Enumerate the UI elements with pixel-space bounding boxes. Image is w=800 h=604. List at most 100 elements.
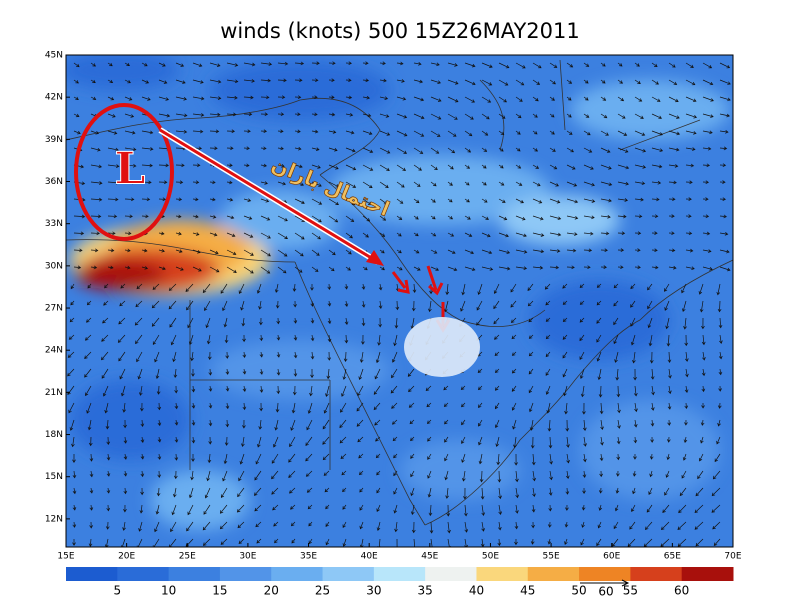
wind-vector	[311, 266, 319, 272]
wind-vector	[599, 470, 603, 478]
wind-vector	[497, 470, 502, 483]
wind-vector	[243, 146, 250, 151]
wind-vector	[478, 402, 483, 408]
wind-vector	[192, 163, 201, 168]
wind-vector	[668, 265, 677, 270]
wind-vector	[719, 129, 729, 134]
wind-vector	[600, 419, 604, 431]
wind-vector	[430, 164, 438, 171]
wind-vector	[226, 146, 234, 151]
wind-vector	[141, 79, 150, 84]
wind-vector	[294, 112, 301, 117]
wind-vector	[135, 334, 143, 345]
wind-vector	[87, 283, 92, 289]
wind-vector	[445, 487, 449, 499]
wind-vector	[124, 231, 132, 236]
wind-vector	[236, 504, 245, 513]
wind-vector	[461, 283, 466, 296]
wind-vector	[719, 266, 731, 272]
wind-vector	[124, 113, 135, 118]
wind-vector	[430, 198, 436, 203]
wind-vector	[714, 453, 721, 463]
wind-vector	[238, 470, 245, 482]
wind-vector	[464, 79, 476, 86]
wind-vector	[494, 351, 500, 357]
colorbar-label: 35	[418, 584, 433, 598]
wind-vector	[107, 164, 120, 168]
wind-vector	[191, 368, 195, 377]
wind-vector	[174, 385, 178, 394]
wind-vector	[580, 385, 585, 398]
wind-vector	[701, 368, 706, 377]
wind-vector	[272, 436, 279, 448]
low-label: L	[115, 144, 146, 195]
wind-vector	[712, 521, 721, 530]
wind-vector	[430, 96, 442, 102]
wind-vector	[226, 180, 233, 185]
wind-vector	[700, 436, 704, 444]
wind-vector	[308, 538, 313, 545]
wind-vector	[345, 181, 357, 188]
wind-vector	[328, 78, 335, 83]
wind-vector	[359, 521, 364, 530]
wind-vector	[430, 181, 437, 187]
wind-vector	[310, 351, 315, 360]
wind-vector	[515, 198, 524, 204]
colorbar-label: 20	[264, 584, 279, 598]
wind-vector	[566, 62, 574, 68]
wind-vector	[361, 283, 366, 290]
wind-vector	[549, 232, 562, 237]
lat-label: 15N	[45, 472, 63, 482]
wind-vector	[276, 351, 281, 358]
wind-vector	[187, 504, 194, 516]
wind-vector	[192, 214, 199, 219]
wind-vector	[102, 317, 109, 324]
wind-vector	[226, 112, 237, 117]
wind-vector	[650, 419, 655, 427]
wind-vector	[634, 62, 640, 67]
wind-vector	[634, 130, 646, 136]
wind-vector	[510, 300, 517, 308]
wind-vector	[190, 351, 194, 362]
wind-vector	[510, 317, 517, 324]
wind-vector	[667, 351, 672, 363]
plot-area	[66, 55, 733, 547]
wind-vector	[141, 248, 148, 253]
wind-vector	[711, 504, 721, 513]
wind-vector	[695, 538, 704, 547]
wind-vector	[73, 79, 79, 84]
wind-vector	[168, 283, 177, 291]
wind-vector	[547, 521, 552, 528]
wind-vector	[413, 113, 425, 120]
wind-vector	[396, 181, 405, 188]
wind-vector	[72, 487, 77, 495]
wind-vector	[124, 62, 130, 67]
wind-vector	[493, 300, 500, 310]
wind-vector	[430, 215, 436, 220]
wind-vector	[532, 113, 538, 118]
wind-vector	[345, 147, 356, 153]
wind-vector	[345, 266, 351, 271]
wind-vector	[242, 334, 246, 343]
wind-vector	[175, 96, 188, 101]
wind-vector	[668, 180, 677, 185]
wind-vector	[702, 113, 714, 118]
wind-vector	[702, 79, 714, 86]
wind-vector	[545, 300, 551, 306]
wind-vector	[614, 351, 619, 363]
wind-vector	[634, 402, 638, 413]
wind-vector	[158, 79, 168, 84]
wind-vector	[579, 283, 585, 288]
wind-vector	[73, 96, 79, 100]
wind-vector	[615, 487, 620, 494]
wind-vector	[277, 232, 288, 240]
wind-vector	[124, 79, 131, 84]
wind-vector	[243, 95, 254, 100]
wind-vector	[124, 96, 133, 101]
lat-label: 21N	[45, 388, 63, 398]
lon-label: 15E	[57, 552, 74, 562]
wind-vector	[481, 504, 486, 516]
wind-vector	[391, 351, 398, 363]
wind-vector	[651, 231, 658, 235]
wind-vector	[157, 453, 162, 460]
